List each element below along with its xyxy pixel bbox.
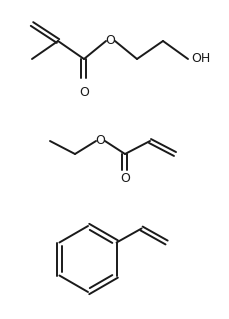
Text: O: O bbox=[95, 135, 104, 147]
Text: O: O bbox=[79, 86, 89, 99]
Text: OH: OH bbox=[190, 53, 209, 65]
Text: O: O bbox=[105, 34, 114, 48]
Text: O: O bbox=[120, 172, 129, 185]
